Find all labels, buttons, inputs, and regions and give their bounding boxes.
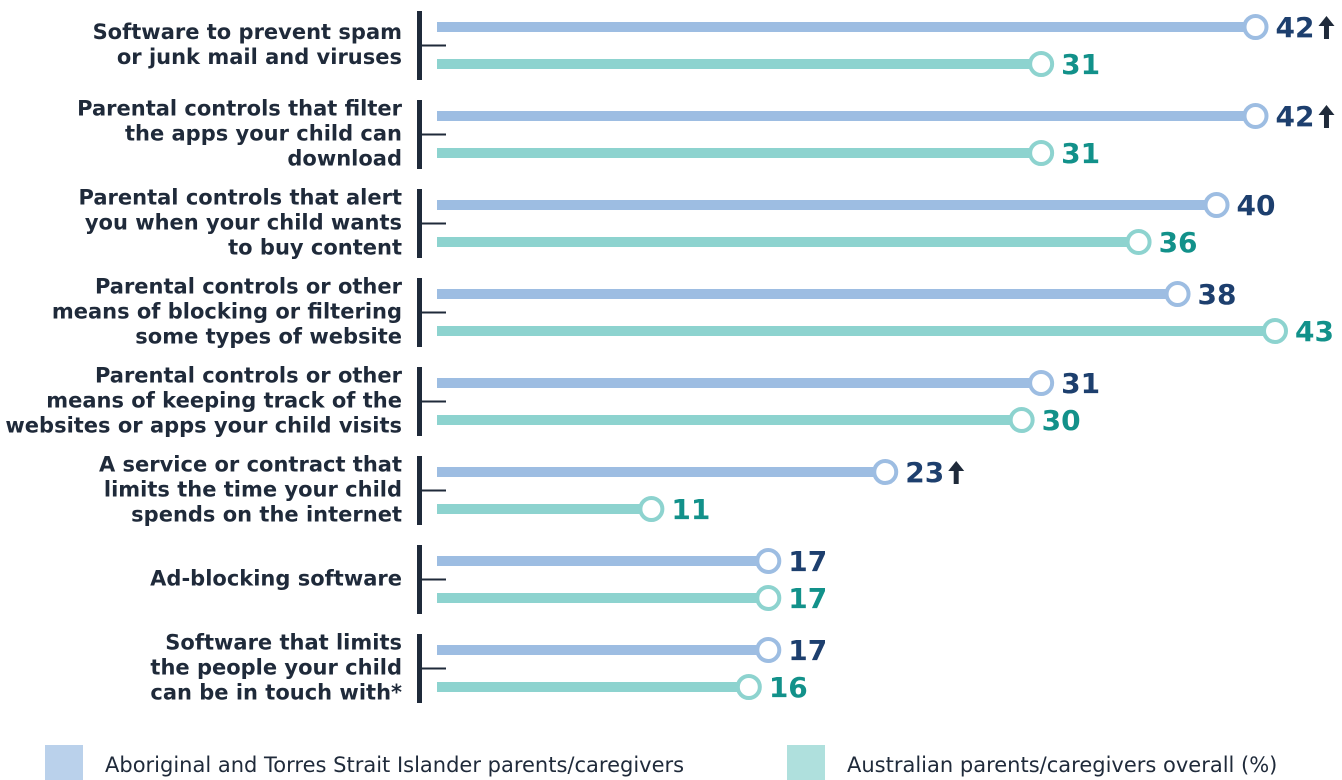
dot xyxy=(638,496,665,522)
bracket xyxy=(417,11,422,80)
category-label: Parental controls or other xyxy=(95,364,403,388)
value-label: 31 xyxy=(1061,48,1100,81)
value-label: 40 xyxy=(1237,189,1276,222)
significance-arrow xyxy=(948,461,965,484)
bracket xyxy=(417,100,422,169)
bracket xyxy=(417,456,422,525)
value-label: 31 xyxy=(1061,367,1100,400)
value-label: 16 xyxy=(769,671,808,704)
bracket xyxy=(417,545,422,614)
category-label: the apps your child can xyxy=(125,122,402,146)
value-label: 17 xyxy=(788,582,827,615)
category-label: means of keeping track of the xyxy=(46,389,402,413)
category-label: A service or contract that xyxy=(99,453,402,477)
dot xyxy=(1203,192,1230,218)
dot xyxy=(1164,281,1191,307)
dot xyxy=(755,585,782,611)
category-label: can be in touch with* xyxy=(150,681,402,705)
dot xyxy=(1028,370,1055,396)
dot xyxy=(1028,51,1055,77)
legend-label: Aboriginal and Torres Strait Islander pa… xyxy=(105,753,684,777)
dot xyxy=(755,548,782,574)
category-label: download xyxy=(287,147,402,171)
category-label: you when your child wants xyxy=(85,211,402,235)
category-label: Parental controls that filter xyxy=(77,97,402,121)
significance-arrow xyxy=(1318,16,1335,39)
category-label: Ad-blocking software xyxy=(150,567,402,591)
bracket xyxy=(417,367,422,436)
category-label: some types of website xyxy=(135,325,402,349)
category-label: Software to prevent spam xyxy=(93,20,402,44)
category-label: Parental controls or other xyxy=(95,275,403,299)
value-label: 17 xyxy=(788,634,827,667)
significance-arrow xyxy=(1318,105,1335,128)
value-label: 38 xyxy=(1198,278,1237,311)
bracket xyxy=(417,634,422,703)
value-label: 36 xyxy=(1159,226,1198,259)
value-label: 42 xyxy=(1276,11,1315,44)
bracket xyxy=(417,278,422,347)
dot xyxy=(735,674,762,700)
category-label: spends on the internet xyxy=(131,503,402,527)
dot xyxy=(1028,140,1055,166)
value-label: 43 xyxy=(1295,315,1334,348)
category-label: to buy content xyxy=(228,236,402,260)
value-label: 17 xyxy=(788,545,827,578)
dot xyxy=(1008,407,1035,433)
category-label: or junk mail and viruses xyxy=(117,45,402,69)
category-label: means of blocking or filtering xyxy=(52,300,402,324)
dot xyxy=(1125,229,1152,255)
dot xyxy=(1242,103,1269,129)
value-label: 42 xyxy=(1276,100,1315,133)
dot xyxy=(755,637,782,663)
value-label: 11 xyxy=(671,493,710,526)
dot xyxy=(1262,318,1288,344)
value-label: 23 xyxy=(905,456,944,489)
category-label: limits the time your child xyxy=(104,478,402,502)
dot xyxy=(1242,14,1269,40)
bracket xyxy=(417,189,422,258)
category-label: Parental controls that alert xyxy=(79,186,402,210)
category-label: the people your child xyxy=(150,656,402,680)
value-label: 30 xyxy=(1042,404,1081,437)
legend-label: Australian parents/caregivers overall (%… xyxy=(847,753,1277,777)
category-label: websites or apps your child visits xyxy=(5,414,402,438)
legend-swatch xyxy=(787,745,825,780)
dot xyxy=(872,459,899,485)
value-label: 31 xyxy=(1061,137,1100,170)
legend-swatch xyxy=(45,745,83,780)
category-label: Software that limits xyxy=(165,631,402,655)
